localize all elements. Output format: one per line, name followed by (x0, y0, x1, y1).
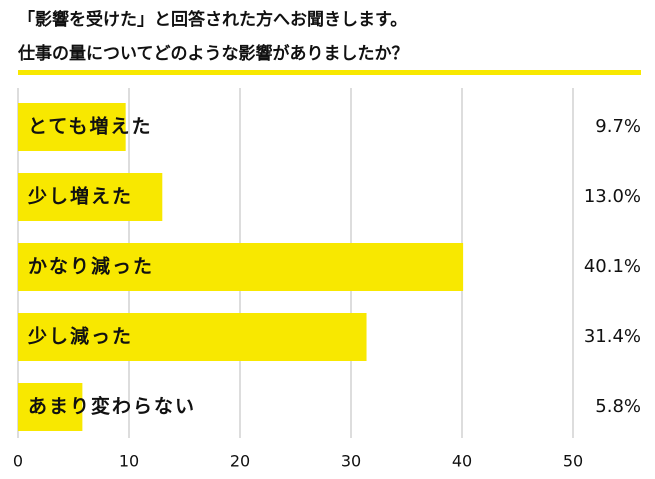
bar (18, 383, 83, 431)
category-label: 少し減った (27, 325, 133, 348)
x-tick-label: 0 (13, 452, 23, 471)
value-label: 13.0% (584, 186, 641, 207)
x-tick-label: 50 (563, 452, 583, 471)
title-underline (18, 70, 641, 75)
chart-title: 「影響を受けた」と回答された方へお聞きします。 (18, 9, 407, 30)
value-label: 40.1% (584, 256, 641, 277)
x-tick-label: 20 (230, 452, 250, 471)
x-tick-label: 30 (341, 452, 361, 471)
bar (18, 313, 367, 361)
category-label: とても増えた (28, 115, 152, 138)
value-label: 5.8% (595, 396, 641, 417)
value-label: 9.7% (595, 116, 641, 137)
x-tick-label: 10 (119, 452, 139, 471)
x-tick-label: 40 (452, 452, 472, 471)
category-label: かなり減った (28, 255, 154, 278)
bar (18, 173, 163, 221)
category-label: 少し増えた (27, 185, 133, 208)
bar (18, 243, 464, 291)
bar (18, 103, 126, 151)
chart-title: 仕事の量についてどのような影響がありましたか？ (17, 43, 409, 64)
value-label: 31.4% (584, 326, 641, 347)
category-label: あまり変わらない (28, 395, 196, 418)
